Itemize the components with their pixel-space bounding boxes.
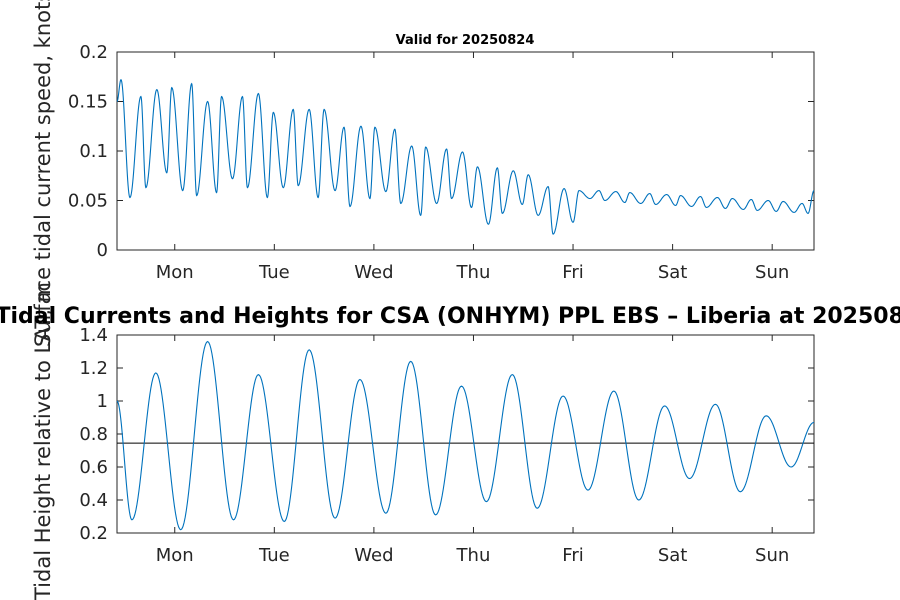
current-speed-xtick-label: Sat bbox=[658, 262, 688, 283]
current-speed-ytick-label: 0.2 bbox=[79, 42, 108, 63]
tidal-height-line bbox=[116, 340, 815, 531]
tidal-height-plot-area bbox=[116, 334, 815, 534]
current-speed-xtick-label: Sun bbox=[755, 262, 789, 283]
top-y-axis-label: Surface tidal current speed, knots bbox=[31, 0, 55, 347]
current-speed-ytick-label: 0.1 bbox=[79, 141, 108, 162]
tidal-height-xtick-label: Wed bbox=[354, 545, 393, 566]
tidal-height-xtick-label: Sun bbox=[755, 545, 789, 566]
tidal-height-xtick-label: Mon bbox=[156, 545, 194, 566]
tidal-height-ytick-label: 1.4 bbox=[79, 325, 108, 346]
tidal-height-ticks: 0.2 0.4 0.6 0.8 1 1.2 1.4 Mon Tue Wed Thu Fri Sat Sun bbox=[79, 325, 814, 566]
current-speed-panel: 0 0.05 0.1 0.15 0.2 Mon Tue Wed Thu Fri Sat Sun Val… bbox=[68, 33, 815, 283]
tidal-height-ytick-label: 1.2 bbox=[79, 358, 108, 379]
bottom-y-axis-label: Tidal Height relative to LAT, m bbox=[31, 282, 55, 600]
current-speed-ticks: 0 0.05 0.1 0.15 0.2 Mon Tue Wed Thu Fri Sat Sun bbox=[68, 42, 814, 283]
tidal-height-series bbox=[116, 340, 815, 531]
tidal-height-ytick-label: 0.8 bbox=[79, 424, 108, 445]
current-speed-xtick-label: Thu bbox=[456, 262, 491, 283]
current-speed-line bbox=[116, 79, 815, 235]
current-speed-xtick-label: Tue bbox=[258, 262, 290, 283]
current-speed-ytick-label: 0 bbox=[97, 240, 108, 261]
top-chart-title: Valid for 20250824 bbox=[396, 33, 535, 48]
current-speed-ytick-label: 0.05 bbox=[68, 191, 108, 212]
current-speed-xtick-label: Mon bbox=[156, 262, 194, 283]
current-speed-plot-area bbox=[116, 51, 815, 251]
main-chart-title: Tidal Currents and Heights for CSA (ONHY… bbox=[0, 304, 900, 329]
tidal-height-ytick-label: 0.4 bbox=[79, 490, 108, 511]
tidal-height-xtick-label: Tue bbox=[258, 545, 290, 566]
current-speed-xtick-label: Wed bbox=[354, 262, 393, 283]
current-speed-ytick-label: 0.15 bbox=[68, 92, 108, 113]
tidal-height-xtick-label: Sat bbox=[658, 545, 688, 566]
tidal-height-xtick-label: Thu bbox=[456, 545, 491, 566]
tidal-height-xtick-label: Fri bbox=[562, 545, 583, 566]
tidal-height-ytick-label: 1 bbox=[97, 391, 108, 412]
current-speed-xtick-label: Fri bbox=[562, 262, 583, 283]
tidal-height-ytick-label: 0.2 bbox=[79, 523, 108, 544]
tidal-height-ytick-label: 0.6 bbox=[79, 457, 108, 478]
tidal-height-panel: 0.2 0.4 0.6 0.8 1 1.2 1.4 Mon Tue Wed Thu Fri Sat Sun bbox=[79, 325, 815, 566]
current-speed-series bbox=[116, 79, 815, 235]
